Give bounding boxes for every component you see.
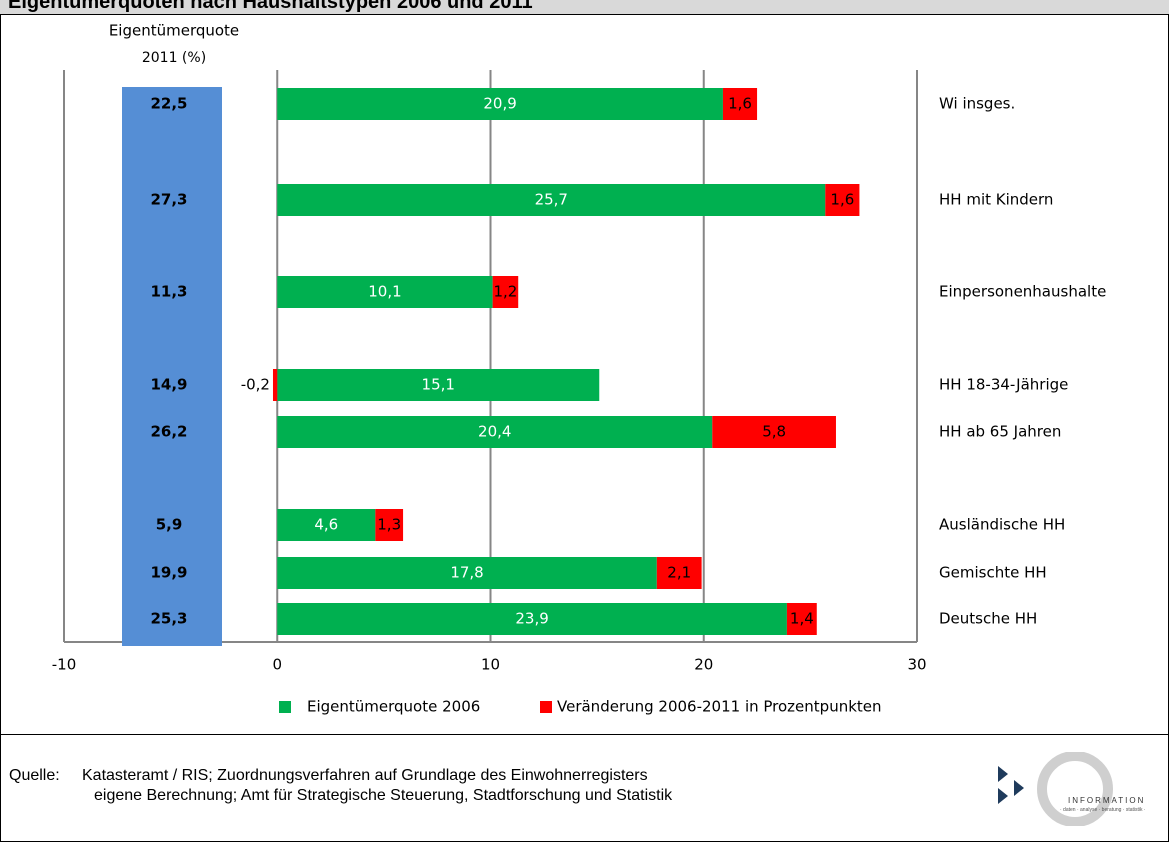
quote-2011-label: 25,3	[150, 610, 187, 628]
bar-2006	[277, 603, 787, 635]
legend-label-2006: Eigentümerquote 2006	[307, 698, 480, 716]
source-line-1: Katasteramt / RIS; Zuordnungsverfahren a…	[82, 767, 648, 784]
quote-2011-column	[122, 87, 222, 646]
bar-2006	[277, 416, 713, 448]
bar-change-label: 1,6	[728, 95, 752, 113]
bar-change	[492, 276, 519, 308]
quote-2011-label: 5,9	[156, 516, 183, 534]
category-label: Einpersonenhaushalte	[939, 283, 1106, 301]
bar-2006-label: 10,1	[368, 283, 401, 301]
chart: -10 0 10 20 30 Eigentümerquote 2011 (%) 22,5 20,…	[52, 22, 1107, 716]
bar-2006-label: 15,1	[422, 376, 455, 394]
title-bar: Eigentümerquoten nach Haushaltstypen 200…	[0, 0, 1169, 15]
quote-2011-label: 22,5	[150, 95, 187, 113]
bar-change	[786, 603, 817, 635]
bar-2006-label: 4,6	[314, 516, 338, 534]
information-logo	[998, 752, 1113, 826]
quote-2011-label: 14,9	[150, 376, 187, 394]
x-tick-label: 0	[272, 656, 282, 674]
bar-change-label: 1,4	[790, 610, 814, 628]
source-note: Quelle: Katasteramt / RIS; Zuordnungsverf…	[9, 766, 672, 806]
bar-change	[712, 416, 836, 448]
logo-chevron-bottom-icon	[998, 788, 1008, 804]
quote-2011-label: 11,3	[150, 283, 187, 301]
legend-swatch-change	[540, 701, 552, 713]
bar-change	[722, 88, 758, 120]
bar-change-label: 1,3	[377, 516, 401, 534]
source-line-2: eigene Berechnung; Amt für Strategische …	[94, 787, 673, 804]
logo-text: INFORMATION	[1068, 796, 1146, 805]
bar-2006	[277, 184, 826, 216]
bar-2006-label: 20,4	[478, 423, 511, 441]
bar-2006-label: 20,9	[483, 95, 516, 113]
quote-2011-label: 27,3	[150, 191, 187, 209]
bar-2006-label: 17,8	[450, 564, 483, 582]
source-label: Quelle:	[9, 767, 60, 784]
bar-2006-label: 23,9	[515, 610, 548, 628]
quote-2011-label: 26,2	[150, 423, 187, 441]
logo-ring-icon	[1037, 752, 1113, 826]
x-tick-label: 30	[907, 656, 926, 674]
bar-change-label: 1,6	[830, 191, 854, 209]
bar-change-label: 5,8	[762, 423, 786, 441]
bar-change	[375, 509, 404, 541]
bar-change-label: 1,2	[493, 283, 517, 301]
category-label: Deutsche HH	[939, 610, 1037, 628]
bar-change	[825, 184, 860, 216]
logo-subtext: · daten · analyse · beratung · statistik…	[1060, 807, 1146, 813]
logo-chevron-top-icon	[998, 766, 1008, 782]
legend-label-change: Veränderung 2006-2011 in Prozentpunkten	[557, 698, 882, 716]
legend-swatch-2006	[279, 701, 291, 713]
footer-separator	[0, 734, 1169, 735]
x-tick-label: 20	[694, 656, 713, 674]
category-label: Gemischte HH	[939, 564, 1047, 582]
x-tick-label: -10	[52, 656, 77, 674]
category-label: HH ab 65 Jahren	[939, 423, 1061, 441]
bar-change	[656, 557, 702, 589]
bar-2006	[277, 276, 493, 308]
x-tick-label: 10	[481, 656, 500, 674]
bar-change-label: 2,1	[667, 564, 691, 582]
figure-title: Eigentümerquoten nach Haushaltstypen 200…	[8, 0, 533, 13]
bar-2006	[277, 369, 600, 401]
quote-2011-label: 19,9	[150, 564, 187, 582]
bar-change	[272, 369, 278, 401]
column-title-line-1: Eigentümerquote	[109, 22, 239, 40]
category-label: HH 18-34-Jährige	[939, 376, 1068, 394]
column-title-line-2: 2011 (%)	[142, 50, 206, 66]
category-label: HH mit Kindern	[939, 191, 1053, 209]
bar-change-label: -0,2	[241, 376, 270, 394]
bar-2006-label: 25,7	[535, 191, 568, 209]
bar-2006	[277, 509, 376, 541]
category-label: Wi insges.	[939, 95, 1015, 113]
bar-2006	[277, 557, 657, 589]
category-label: Ausländische HH	[939, 516, 1065, 534]
bar-2006	[277, 88, 723, 120]
logo-chevron-mid-icon	[1014, 780, 1024, 796]
